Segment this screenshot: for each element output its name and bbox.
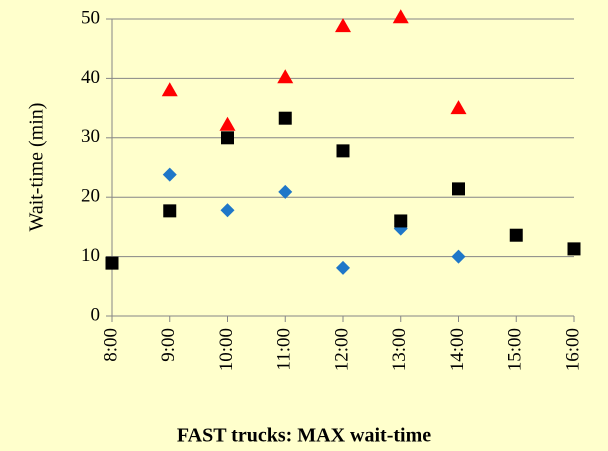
point — [277, 69, 294, 84]
point — [219, 116, 236, 131]
point — [392, 9, 409, 24]
point — [220, 203, 235, 218]
y-tick-label: 50 — [81, 7, 100, 28]
point — [450, 100, 467, 115]
point — [336, 260, 350, 275]
x-tick-label: 14:00 — [447, 328, 468, 371]
x-tick-label: 10:00 — [216, 328, 237, 371]
x-tick-label: 16:00 — [562, 328, 583, 371]
point — [335, 18, 351, 33]
point — [162, 167, 177, 182]
point — [509, 228, 523, 242]
y-tick-label: 0 — [91, 304, 101, 325]
y-tick-label: 30 — [81, 126, 100, 147]
x-tick-label: 15:00 — [505, 328, 526, 371]
point — [336, 144, 350, 158]
y-tick-label: 40 — [81, 67, 100, 88]
y-axis-label: Wait-time (min) — [26, 103, 48, 232]
point — [452, 182, 465, 196]
point — [451, 249, 466, 264]
point — [163, 204, 177, 218]
chart-title: FAST trucks: MAX wait-time — [177, 425, 431, 447]
point — [278, 184, 293, 199]
y-tick-label: 10 — [81, 245, 100, 266]
point — [161, 82, 178, 97]
x-tick-label: 11:00 — [274, 328, 295, 371]
point — [394, 214, 408, 228]
point — [221, 131, 234, 145]
point — [567, 242, 581, 256]
point — [105, 256, 119, 270]
point — [278, 111, 292, 125]
x-tick-label: 13:00 — [389, 328, 410, 371]
x-tick-label: 8:00 — [100, 328, 121, 362]
y-tick-label: 20 — [81, 186, 100, 207]
x-tick-label: 12:00 — [331, 328, 352, 371]
x-tick-label: 9:00 — [158, 328, 179, 362]
